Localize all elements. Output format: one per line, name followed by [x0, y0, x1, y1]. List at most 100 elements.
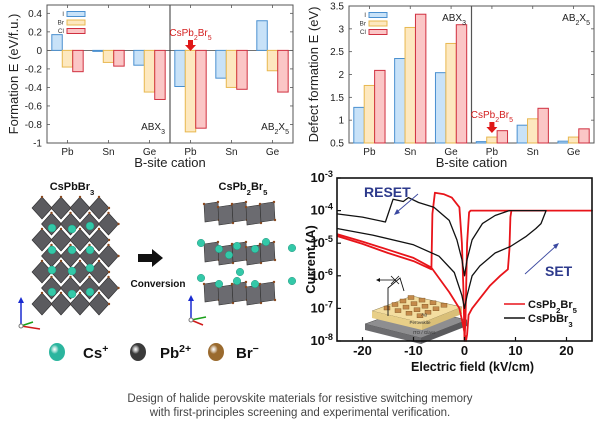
br-atom: [78, 259, 82, 263]
br-atom: [258, 282, 262, 286]
br-atom: [78, 291, 82, 295]
group-label-ab2x5-part: 5: [285, 129, 289, 136]
y-tick-label: 10-4: [310, 202, 333, 218]
br-atom: [231, 221, 235, 225]
pbbr6-octahedron: [98, 212, 119, 236]
br-atom: [59, 195, 63, 199]
br-atom: [272, 280, 276, 284]
br-atom: [244, 205, 248, 209]
x-tick-label: Pb: [363, 147, 376, 158]
axis-a-icon: [20, 325, 41, 330]
annotation-cspb2br5: CsPb2Br5: [471, 110, 513, 124]
ag-electrode: [418, 297, 426, 303]
y-tick-label: -1: [33, 139, 42, 150]
group-label-ab2x5-part: 5: [586, 20, 590, 27]
x-tick-label: Sn: [527, 147, 539, 158]
pb2br5-polyhedron: [231, 281, 248, 303]
y-tick-label: 10-5: [310, 234, 333, 250]
br-atom: [202, 282, 206, 286]
br-atom: [259, 221, 263, 225]
structure-title-cspb2br5-part: Br: [251, 181, 264, 193]
group-label-abx3-part: ABX: [442, 13, 462, 24]
br-atom: [97, 227, 101, 231]
annotation-cspb2br5-part: Br: [198, 28, 209, 39]
y-tick-label-part: -8: [325, 332, 333, 342]
group-label-ab2x5-part: AB: [562, 13, 576, 24]
cs-atom: [85, 287, 95, 297]
br-atom: [230, 242, 234, 246]
y-tick-label-part: -4: [325, 202, 334, 212]
pb2br5-polyhedron: [245, 204, 262, 226]
cs-atom: [224, 250, 233, 259]
inset-label: ITO / Glass: [413, 330, 436, 335]
probe-wire: [387, 277, 405, 316]
bar-br: [445, 42, 457, 144]
legend-label: Br: [58, 20, 65, 27]
y-tick-label-part: 10: [310, 170, 324, 185]
curve-cspbbr3: [336, 196, 547, 310]
bar-cl: [113, 49, 125, 67]
annotation-cspb2br5-part: CsPb: [169, 28, 194, 39]
x-tick-label: Pb: [61, 147, 74, 158]
br-atom: [244, 200, 248, 204]
annotation-cspb2br5-part: Br: [499, 110, 510, 121]
bar-i: [215, 49, 227, 79]
br-atom: [97, 259, 101, 263]
ag-electrode: [399, 298, 407, 304]
legend-swatch-cl: [368, 29, 388, 35]
group-label-ab2x5-part: X: [278, 122, 285, 133]
cs-atom: [67, 266, 77, 276]
pbbr6-octahedron: [98, 276, 119, 300]
legend-swatch-br: [66, 19, 86, 26]
x-tick-label: Pb: [184, 147, 197, 158]
br-atom: [69, 211, 72, 215]
y-axis-label: Current (A): [303, 225, 318, 294]
br-atom: [230, 282, 234, 286]
br-atom: [88, 243, 91, 247]
cs-atom: [232, 277, 241, 286]
y-tick-label: 3: [338, 24, 344, 35]
br-atom: [69, 243, 72, 247]
x-tick-label: Ge: [567, 147, 581, 158]
pb2br5-polyhedron: [217, 284, 234, 306]
reset-label: RESET: [364, 184, 411, 200]
x-tick-label: 10: [508, 343, 522, 358]
br-atom: [244, 245, 248, 249]
cs-atom: [47, 223, 57, 233]
axis-b-icon: [190, 316, 207, 321]
ion-label-cs-part: +: [102, 343, 108, 355]
pb2br5-polyhedron: [217, 204, 234, 226]
x-tick-label: Sn: [102, 147, 114, 158]
group-label-ab2x5-part: X: [579, 13, 586, 24]
cspb2br5-structure: [196, 200, 297, 306]
axis-c-arrowhead: [188, 295, 194, 301]
br-atom: [59, 259, 63, 263]
annotation-cspb2br5-part: 5: [509, 117, 513, 124]
bar-i: [256, 20, 268, 51]
annotation-arrow-icon: [486, 122, 498, 133]
bar-i: [557, 140, 569, 144]
ion-label-pb-part: Pb: [160, 345, 179, 362]
cs-atom: [85, 221, 95, 231]
ag-electrode: [383, 305, 391, 311]
x-tick-label: Ge: [266, 147, 280, 158]
x-axis-label: Electric field (kV/cm): [411, 360, 534, 374]
cs-atom: [47, 287, 57, 297]
legend-label: Cl: [58, 28, 65, 35]
x-tick-label: Ge: [444, 147, 458, 158]
ag-electrode: [424, 310, 432, 315]
ion-ball-pb-icon: [130, 343, 146, 361]
y-tick-label: 1: [338, 116, 344, 127]
br-atom: [259, 301, 263, 305]
cs-atom: [232, 241, 241, 250]
bar-cl: [374, 69, 386, 144]
bar-i: [174, 49, 186, 88]
bar-cl: [72, 49, 84, 73]
br-atom: [244, 240, 248, 244]
ion-label-cs: Cs+: [83, 343, 108, 362]
structure-title-cspbbr3-part: CsPbBr: [50, 181, 91, 193]
bar-i: [434, 72, 447, 144]
group-label-ab2x5-part: 2: [275, 129, 279, 136]
br-atom: [78, 195, 82, 199]
